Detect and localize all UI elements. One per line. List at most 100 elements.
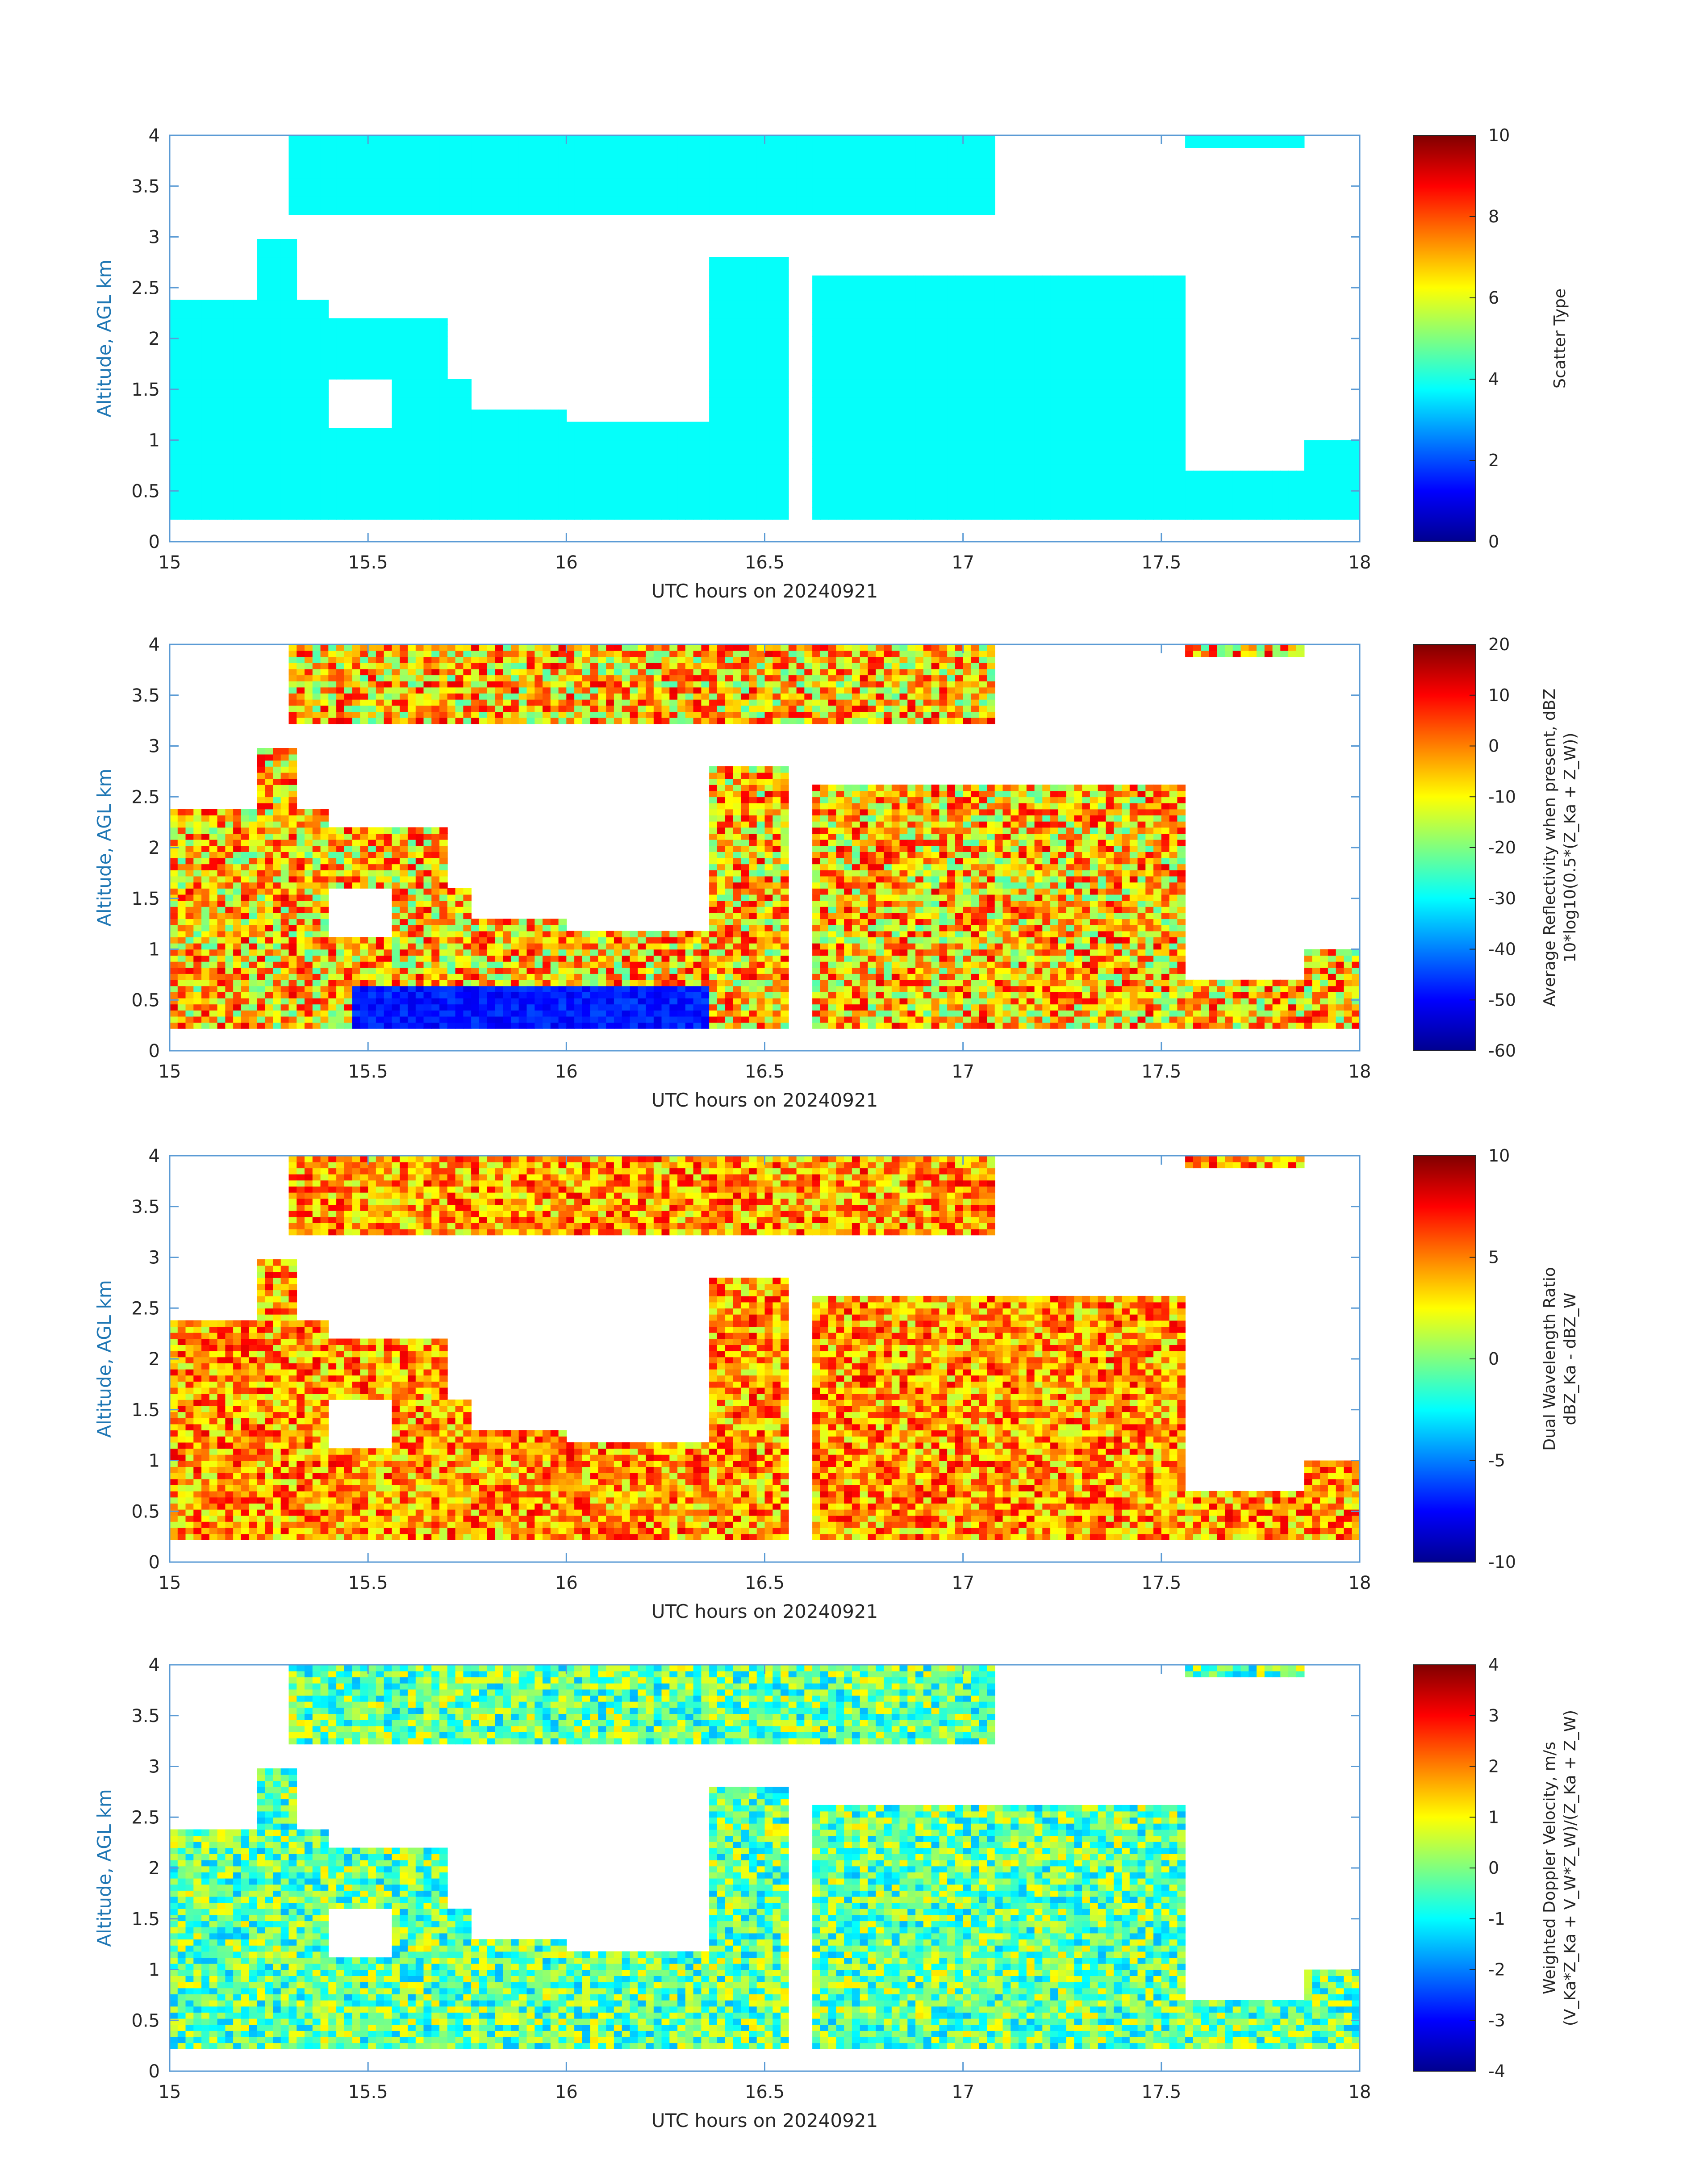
field-cell [574,489,583,496]
field-cell [852,300,860,307]
field-cell [209,452,218,459]
field-cell [955,190,964,197]
field-cell [749,391,757,398]
field-cell [884,422,892,429]
field-cell [765,489,773,496]
field-cell [511,409,519,416]
field-cell [1090,385,1098,392]
field-cell [900,361,908,368]
field-cell [749,471,757,477]
field-cell [400,196,408,203]
field-cell [677,495,686,501]
field-cell [931,501,940,508]
field-cell [844,464,852,471]
field-cell [931,160,940,167]
field-cell [963,196,972,203]
field-cell [884,166,892,172]
field-cell [931,367,940,374]
field-cell [463,202,472,209]
field-cell [574,428,583,435]
field-cell [860,147,869,154]
field-cell [828,428,837,435]
field-cell [368,336,376,343]
field-cell [995,391,1003,398]
field-cell [693,489,702,496]
field-cell [1042,397,1051,404]
field-cell [249,501,258,508]
field-cell [1019,330,1027,337]
field-cell [527,495,535,501]
field-cell [741,166,749,172]
field-cell [876,288,884,294]
field-cell [717,343,726,349]
field-cell [654,135,662,142]
field-cell [1090,513,1098,520]
field-cell [638,464,646,471]
field-cell [947,361,956,368]
field-cell [241,501,250,508]
field-cell [812,135,821,142]
field-cell [1122,330,1130,337]
field-cell [630,209,639,215]
field-cell [431,440,440,447]
field-cell [781,142,789,148]
field-cell [693,209,702,215]
field-cell [1066,446,1075,453]
field-cell [400,385,408,392]
field-cell [344,330,353,337]
field-cell [971,495,979,501]
field-cell [1027,513,1035,520]
field-cell [265,501,273,508]
field-cell [193,409,202,416]
field-cell [313,147,321,154]
field-cell [551,422,559,429]
field-cell [1003,367,1011,374]
field-cell [376,367,384,374]
field-cell [416,367,424,374]
field-cell [1027,440,1035,447]
field-cell [971,160,979,167]
field-cell [392,184,401,191]
field-cell [273,367,281,374]
field-cell [178,471,186,477]
field-cell [971,501,979,508]
field-cell [257,373,265,380]
field-cell [947,495,956,501]
field-cell [257,471,265,477]
field-cell [884,483,892,489]
field-cell [495,452,503,459]
field-cell [931,495,940,501]
field-cell [431,355,440,361]
field-cell [900,135,908,142]
field-cell [971,458,979,465]
field-cell [519,135,527,142]
field-cell [1090,355,1098,361]
field-cell [503,416,511,422]
field-cell [1066,483,1075,489]
field-cell [1035,391,1043,398]
field-cell [971,166,979,172]
field-cell [749,306,757,313]
field-cell [376,361,384,368]
field-cell [733,178,741,185]
field-cell [1114,476,1122,483]
field-cell [408,154,416,160]
field-cell [693,154,702,160]
field-cell [701,513,710,520]
field-cell [249,324,258,331]
field-cell [416,135,424,142]
field-cell [915,178,924,185]
field-cell [939,343,948,349]
field-cell [900,147,908,154]
field-cell [709,476,718,483]
field-cell [812,300,821,307]
field-cell [1058,513,1067,520]
field-cell [987,160,995,167]
field-cell [1011,446,1019,453]
field-cell [900,434,908,441]
field-cell [1074,434,1082,441]
field-cell [844,446,852,453]
field-cell [424,476,432,483]
field-cell [305,422,313,429]
field-cell [622,147,631,154]
